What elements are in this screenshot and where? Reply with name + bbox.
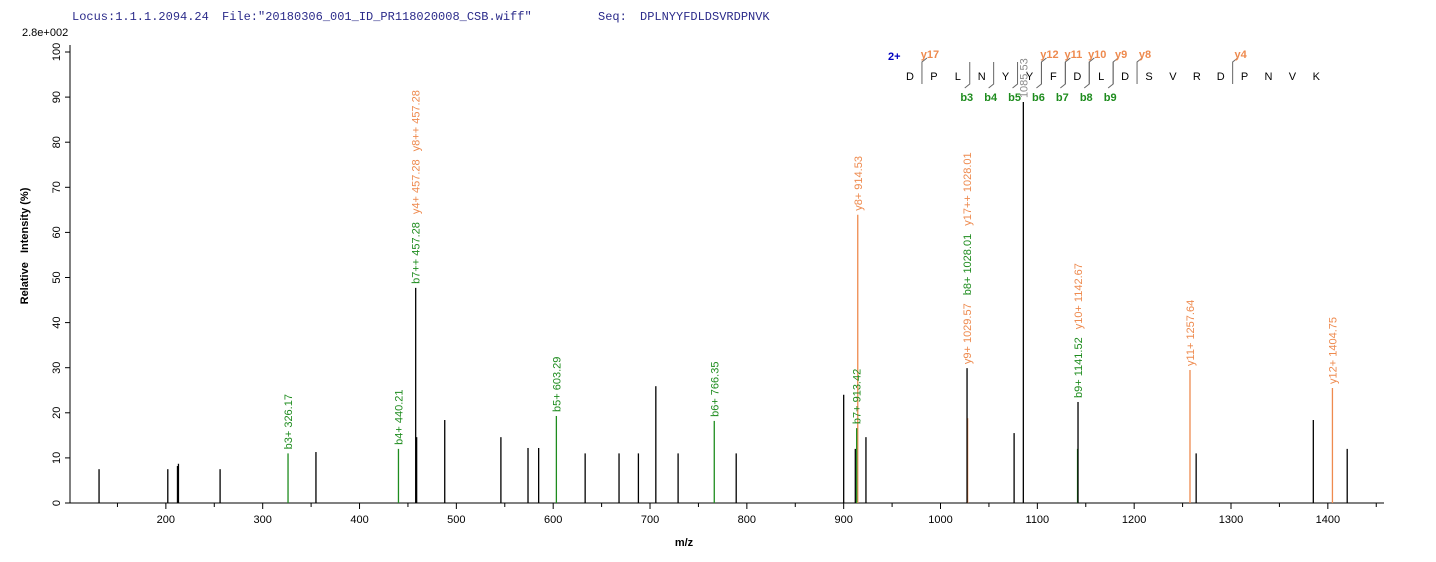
residue: D (1217, 71, 1225, 83)
peak-label: b7++ 457.28 (411, 222, 423, 284)
b-ion-flag (1012, 62, 1019, 89)
y-ion-flag (1088, 57, 1095, 84)
b-ion-label: b3 (960, 92, 973, 104)
y-tick-label: 10 (51, 452, 63, 464)
y-ion-flag (1064, 57, 1071, 84)
y-ion-label: y17 (921, 49, 939, 61)
y-ion-label: y11 (1064, 49, 1082, 61)
residue: D (906, 71, 914, 83)
x-axis-label: m/z (675, 537, 694, 549)
y-tick-label: 20 (51, 407, 63, 419)
y-ion-flag (1232, 57, 1238, 84)
x-tick-label: 900 (835, 514, 853, 526)
residue: D (1073, 71, 1081, 83)
x-tick-label: 1300 (1219, 514, 1243, 526)
x-tick-label: 400 (350, 514, 368, 526)
y-ion-label: y9 (1115, 49, 1127, 61)
b-ion-label: b9 (1104, 92, 1117, 104)
peak-label: y8++ 457.28 (411, 90, 423, 151)
residue: N (1265, 71, 1273, 83)
residue: S (1145, 71, 1152, 83)
residue: K (1313, 71, 1321, 83)
residue: N (978, 71, 986, 83)
residue: L (1098, 71, 1104, 83)
b-ion-label: b4 (984, 92, 998, 104)
y-tick-label: 60 (51, 226, 63, 238)
y-tick-label: 50 (51, 271, 63, 283)
seq: DPLNYYFDLDSVRDPNVK (640, 10, 770, 24)
b-ion-flag (1060, 62, 1066, 89)
seq-label: Seq: (598, 10, 627, 24)
y-tick-label: 70 (51, 181, 63, 193)
peak-label: y12+ 1404.75 (1327, 317, 1339, 384)
residue: D (1121, 71, 1129, 83)
peak-label: 1085.53 (1018, 58, 1030, 98)
x-tick-label: 1000 (928, 514, 952, 526)
x-tick-label: 800 (738, 514, 756, 526)
peak-label: y4+ 457.28 (411, 159, 423, 214)
y-tick-label: 80 (51, 136, 63, 148)
x-tick-label: 500 (447, 514, 465, 526)
y-axis-label: Relative Intensity (%) (19, 187, 31, 304)
residue: V (1169, 71, 1177, 83)
b-ion-label: b5 (1008, 92, 1021, 104)
b-ion-flag (964, 62, 971, 89)
peak-label: y11+ 1257.64 (1185, 300, 1197, 366)
y-tick-label: 30 (51, 362, 63, 374)
b-ion-label: b8 (1080, 92, 1093, 104)
y-tick-label: 90 (51, 91, 63, 103)
peak-label: y9+ 1029.57 (962, 303, 974, 364)
b-ion-label: b7 (1056, 92, 1069, 104)
residue: Y (1002, 71, 1010, 83)
b-ion-flag (1107, 62, 1114, 89)
peak-label: b9+ 1141.52 (1073, 337, 1085, 398)
residue: V (1289, 71, 1297, 83)
y-ion-flag (921, 57, 928, 84)
y-tick-label: 0 (51, 500, 63, 506)
y-ion-label: y12 (1040, 49, 1058, 61)
peak-label: b6+ 766.35 (709, 362, 721, 417)
x-tick-label: 1400 (1316, 514, 1340, 526)
y-ion-label: y8 (1139, 49, 1151, 61)
residue: L (955, 71, 961, 83)
residue: P (930, 71, 937, 83)
file: File:"20180306_001_ID_PR118020008_CSB.wi… (222, 10, 532, 24)
peak-label: y8+ 914.53 (853, 156, 865, 211)
residue: F (1050, 71, 1057, 83)
x-tick-label: 600 (544, 514, 562, 526)
x-tick-label: 1200 (1122, 514, 1146, 526)
x-tick-label: 300 (254, 514, 272, 526)
peak-label: b3+ 326.17 (283, 394, 295, 449)
peak-label: b8+ 1028.01 (962, 234, 974, 295)
peak-label: b5+ 603.29 (551, 357, 563, 412)
b-ion-flag (988, 62, 995, 89)
charge: 2+ (888, 51, 901, 63)
peak-label: b7+ 913.42 (852, 369, 864, 424)
x-tick-label: 700 (641, 514, 659, 526)
peak-label: b4+ 440.21 (393, 390, 405, 445)
peak-label: y17++ 1028.01 (962, 152, 974, 225)
b-ion-label: b6 (1032, 92, 1045, 104)
y-ion-flag (1112, 57, 1119, 84)
residue: Y (1026, 71, 1034, 83)
b-ion-flag (1083, 62, 1090, 89)
b-ion-flag (1036, 62, 1042, 89)
y-ion-label: y4 (1235, 49, 1248, 61)
peak-label: y10+ 1142.67 (1073, 263, 1085, 329)
y-ion-flag (1040, 57, 1047, 84)
scale-label: 2.8e+002 (22, 27, 68, 39)
residue: P (1241, 71, 1248, 83)
locus: Locus:1.1.1.2094.24 (72, 10, 209, 24)
y-tick-label: 40 (51, 316, 63, 328)
x-tick-label: 200 (157, 514, 175, 526)
y-tick-label: 100 (51, 43, 63, 61)
x-tick-label: 1100 (1026, 514, 1050, 526)
residue: R (1193, 71, 1201, 83)
y-ion-flag (1136, 57, 1143, 84)
y-ion-label: y10 (1088, 49, 1106, 61)
